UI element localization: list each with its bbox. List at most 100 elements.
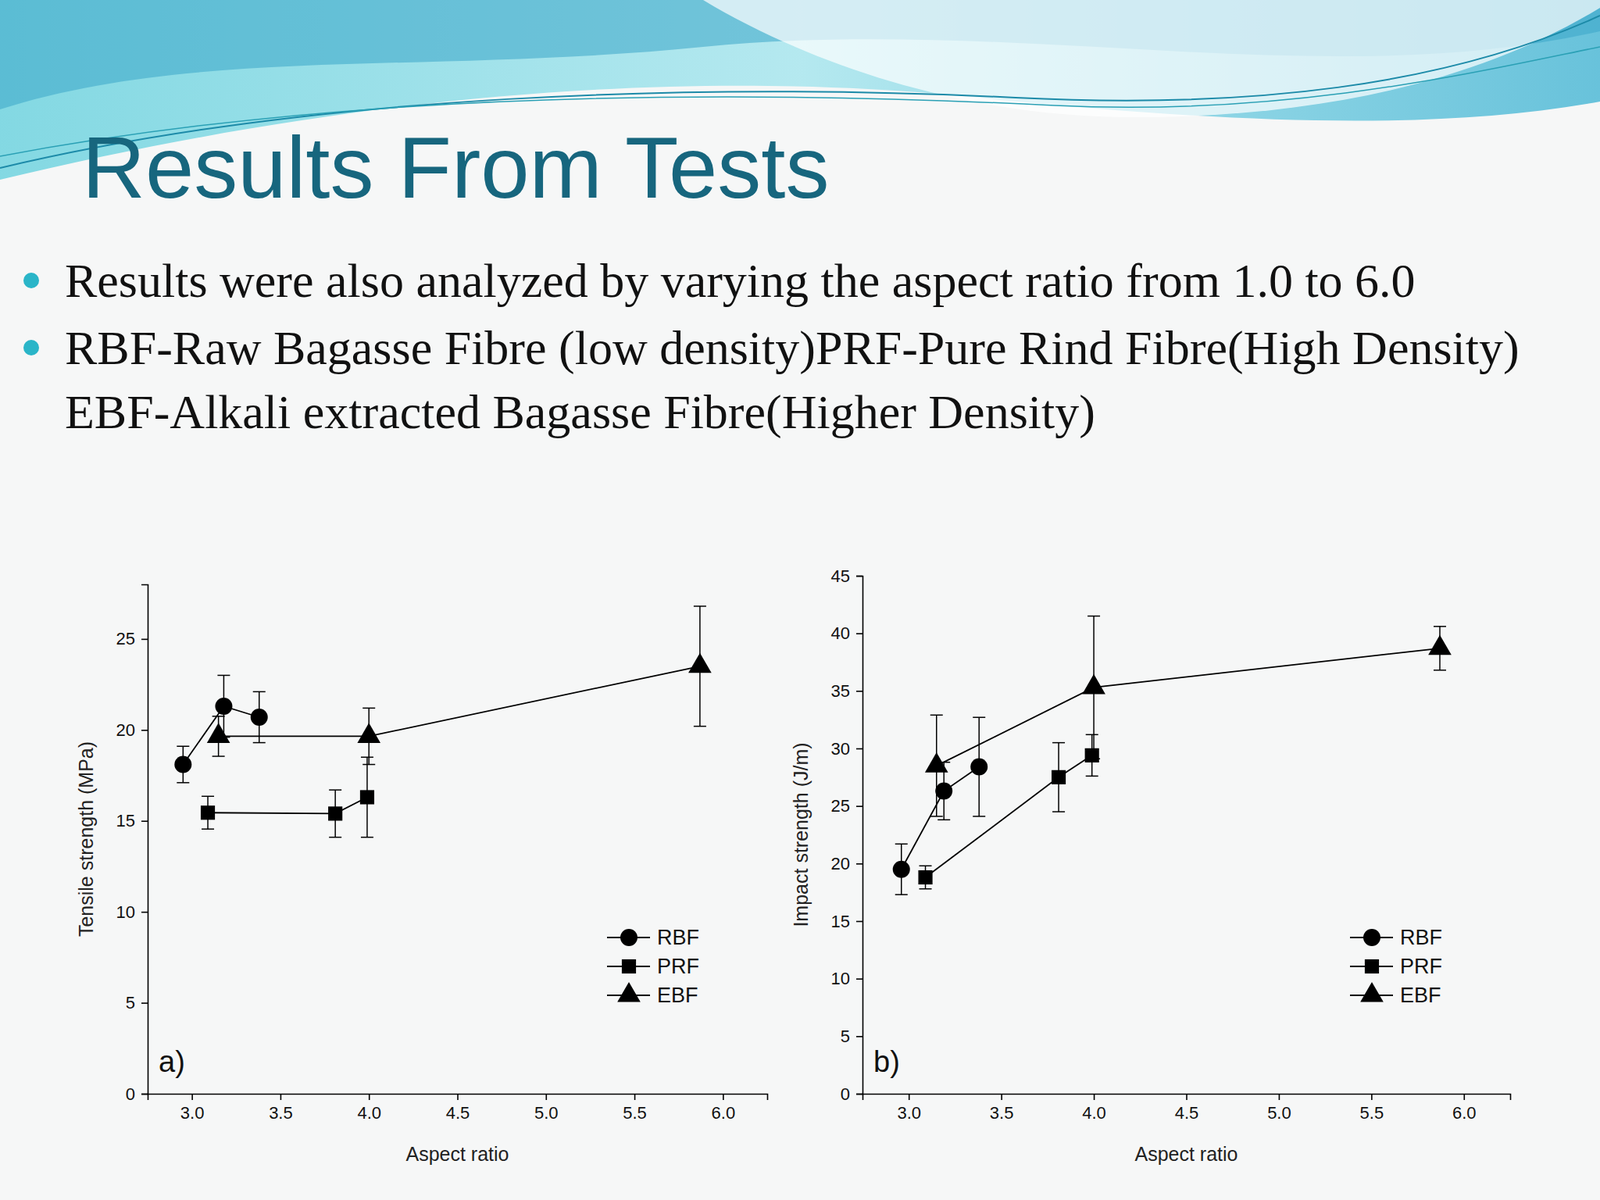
error-bar-cap	[919, 888, 933, 890]
x-tick-label: 3.5	[989, 1103, 1015, 1123]
error-bar-cap	[201, 828, 215, 830]
y-tick-mark	[141, 1093, 148, 1096]
legend-entry: EBF	[607, 982, 699, 1008]
x-tick: 6.0	[711, 1093, 736, 1123]
x-tick: 3.5	[268, 1093, 293, 1123]
error-bar-cap	[360, 836, 374, 839]
series-line	[218, 666, 700, 737]
y-tick-mark	[141, 820, 148, 822]
legend-label: PRF	[1400, 954, 1443, 979]
x-tick-mark	[191, 1093, 193, 1100]
x-tick: 5.0	[534, 1093, 559, 1123]
bullet-text: Results were also analyzed by varying th…	[64, 253, 1416, 308]
y-tick: 30	[831, 739, 863, 759]
error-bar-cap	[362, 764, 375, 766]
y-axis-line	[856, 576, 864, 1095]
error-bar-cap	[693, 605, 707, 608]
y-tick: 20	[831, 853, 863, 874]
series-line	[207, 796, 368, 814]
y-tick: 5	[125, 992, 148, 1013]
error-bar-cap	[1433, 625, 1447, 628]
y-tick-label: 15	[116, 810, 136, 831]
x-tick: 4.5	[446, 1093, 471, 1123]
data-point	[1082, 674, 1106, 695]
error-bar-cap	[1087, 758, 1100, 761]
x-axis: 3.03.54.04.55.05.56.0	[148, 1093, 768, 1123]
y-tick-label: 15	[831, 911, 850, 932]
x-tick-mark	[1278, 1093, 1281, 1100]
legend-entry: PRF	[1350, 954, 1443, 979]
error-bar-cap	[1085, 734, 1099, 736]
x-tick-label: 5.5	[622, 1103, 647, 1123]
error-bar-cap	[1085, 775, 1099, 778]
error-bar-cap	[972, 716, 986, 718]
y-tick-mark	[856, 978, 863, 980]
x-tick-mark	[1000, 1093, 1003, 1100]
x-tick-mark	[545, 1093, 547, 1100]
y-tick-label: 40	[831, 623, 850, 643]
y-tick: 10	[831, 968, 863, 989]
legend-entry: RBF	[607, 925, 700, 950]
error-bar-cap	[253, 691, 266, 693]
error-bar-cap	[212, 755, 225, 758]
data-point	[917, 870, 933, 885]
error-bar-cap	[1052, 810, 1065, 813]
y-tick: 10	[116, 902, 148, 922]
bullet-text: RBF-Raw Bagasse Fibre (low density)PRF-P…	[64, 321, 1544, 439]
x-tick: 4.0	[357, 1093, 382, 1123]
data-point	[1085, 748, 1100, 763]
y-tick-label: 10	[831, 968, 850, 989]
error-bar-cap	[937, 819, 950, 822]
y-tick-mark	[141, 639, 148, 641]
error-bar-cap	[895, 843, 908, 846]
legend-label: PRF	[657, 954, 700, 979]
y-axis-line	[141, 585, 149, 1095]
bullet-dot	[23, 339, 40, 356]
x-tick-mark	[457, 1093, 459, 1100]
data-point	[214, 697, 233, 715]
y-tick-mark	[141, 911, 148, 914]
data-point	[357, 722, 381, 743]
y-tick-mark	[856, 632, 863, 635]
legend: RBF PRF EBF	[607, 925, 700, 1008]
x-tick-label: 6.0	[711, 1103, 736, 1123]
x-tick: 4.0	[1082, 1093, 1107, 1123]
error-bar-cap	[1433, 669, 1447, 672]
y-tick-label: 35	[831, 681, 850, 701]
y-tick: 25	[831, 796, 863, 816]
x-tick-mark	[908, 1093, 911, 1100]
legend-entry: PRF	[607, 954, 700, 979]
y-tick-mark	[856, 690, 863, 693]
plot-marks	[892, 616, 1452, 896]
x-tick-label: 4.5	[446, 1103, 471, 1123]
legend-marker	[1364, 959, 1379, 974]
y-tick: 40	[831, 623, 863, 643]
x-tick-label: 5.0	[534, 1103, 559, 1123]
y-tick-label: 0	[840, 1084, 850, 1104]
panel-label: a)	[158, 1045, 186, 1079]
y-tick-mark	[141, 1002, 148, 1004]
x-tick-label: 6.0	[1452, 1103, 1477, 1123]
y-tick-mark	[856, 748, 863, 750]
legend-entry: RBF	[1350, 925, 1443, 950]
y-tick: 0	[840, 1084, 863, 1104]
error-bar-cap	[201, 796, 215, 798]
legend-label: RBF	[1400, 925, 1443, 950]
y-tick-label: 5	[840, 1026, 850, 1047]
panel-label: b)	[873, 1045, 900, 1079]
legend-marker	[620, 928, 638, 947]
data-point	[935, 782, 953, 800]
plot-marks	[174, 606, 711, 838]
y-axis: 051015202530354045	[831, 566, 864, 1104]
legend: RBFPRFEBF	[1350, 925, 1443, 1008]
x-axis: 3.03.54.04.55.05.56.0	[863, 1093, 1511, 1123]
x-tick-mark	[1093, 1093, 1096, 1100]
legend-label: EBF	[657, 983, 699, 1008]
data-point	[360, 789, 375, 804]
error-bar-cap	[930, 815, 943, 818]
data-point	[250, 708, 268, 726]
error-bar-cap	[176, 782, 190, 784]
legend-marker	[1360, 982, 1384, 1003]
series-line	[182, 706, 259, 765]
series-line	[901, 767, 979, 870]
